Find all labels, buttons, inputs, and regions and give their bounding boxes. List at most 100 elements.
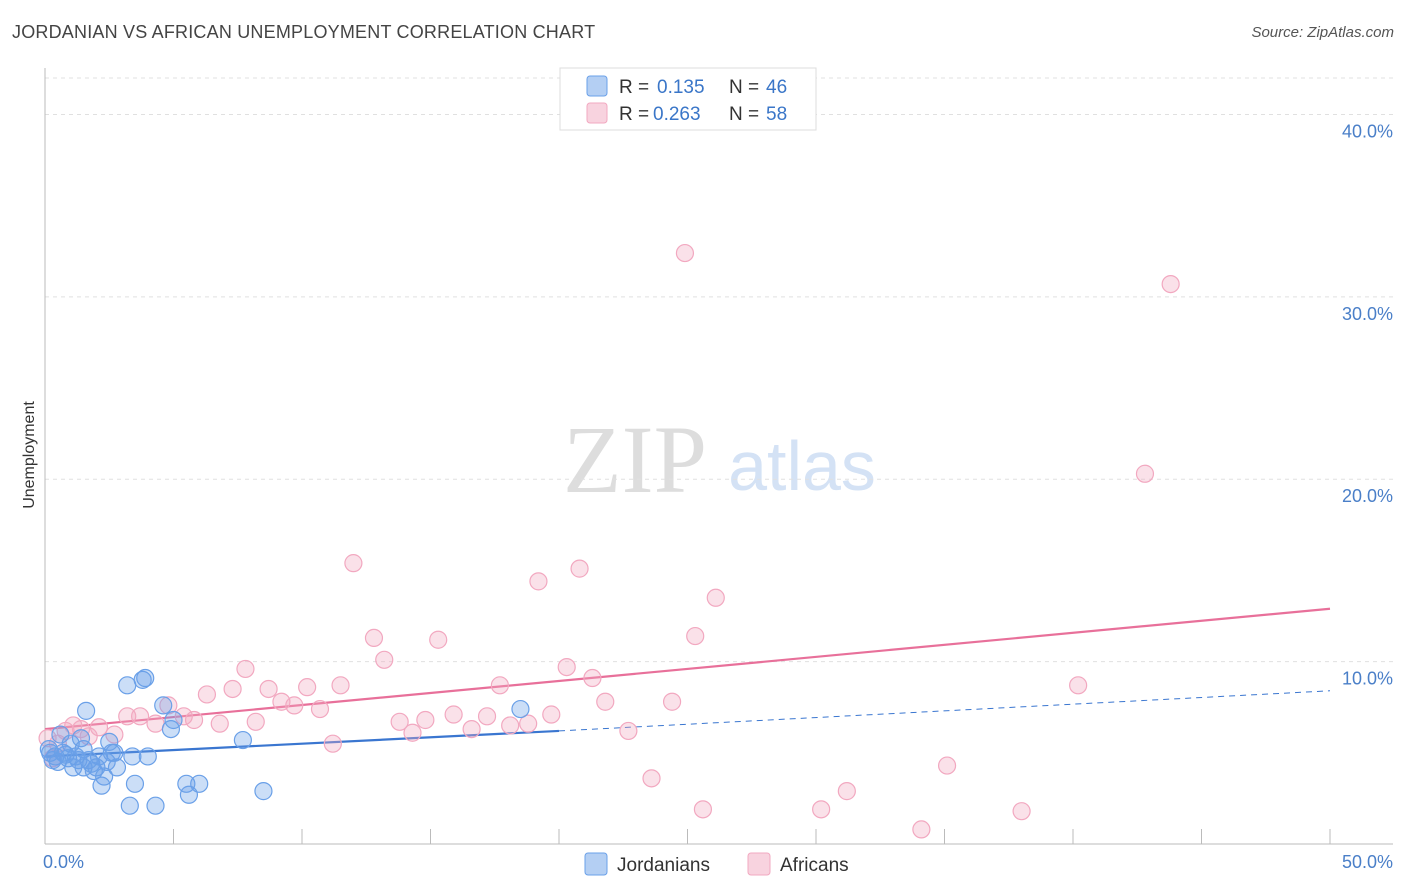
point-africans-10 (118, 707, 137, 726)
point-jordanians-36 (146, 796, 165, 815)
point-jordanians-28 (107, 758, 127, 777)
point-jordanians-31 (123, 747, 142, 766)
point-africans-61 (1161, 274, 1180, 294)
x-tick-max: 50.0% (1342, 852, 1393, 872)
legend-n-label-1: N = (729, 77, 759, 98)
series-legend-swatch-jordanians (584, 852, 608, 876)
point-africans-25 (310, 699, 330, 719)
point-jordanians-16 (77, 701, 96, 720)
y-tick-label-1: 10.0% (1342, 669, 1393, 689)
point-africans-19 (236, 659, 255, 679)
trend-line-extension-jordanians (558, 690, 1331, 732)
point-africans-33 (416, 710, 435, 730)
point-africans-52 (693, 800, 713, 819)
point-africans-53 (706, 588, 725, 607)
point-jordanians-42 (190, 774, 209, 793)
legend-r-label-1: R = (619, 77, 649, 98)
series-legend: Jordanians Africans (584, 852, 849, 876)
legend-n-value-1: 46 (766, 77, 787, 98)
point-africans-16 (197, 685, 217, 704)
legend-r-value-1: 0.135 (657, 77, 705, 98)
point-jordanians-20 (87, 758, 106, 777)
point-jordanians-25 (100, 732, 119, 751)
point-africans-42 (542, 705, 561, 724)
point-jordanians-39 (164, 710, 183, 730)
point-jordanians-27 (105, 743, 124, 762)
point-africans-48 (642, 769, 661, 788)
point-jordanians-5 (51, 725, 70, 744)
point-jordanians-24 (97, 752, 116, 772)
axes (44, 68, 1393, 845)
y-tick-label-3: 30.0% (1342, 304, 1393, 324)
point-africans-20 (246, 712, 265, 731)
data-points (38, 243, 1180, 839)
point-africans-35 (444, 705, 463, 724)
point-africans-18 (223, 679, 242, 699)
y-tick-label-2: 20.0% (1342, 486, 1393, 506)
point-jordanians-44 (254, 782, 273, 801)
point-africans-11 (130, 707, 150, 726)
point-africans-54 (812, 800, 831, 819)
series-legend-swatch-africans (747, 852, 771, 876)
point-jordanians-34 (136, 668, 155, 688)
point-africans-60 (1135, 464, 1155, 483)
source-label: Source: ZipAtlas.com (1251, 24, 1394, 41)
point-africans-29 (364, 628, 384, 648)
point-africans-21 (259, 679, 278, 699)
point-africans-37 (477, 707, 497, 726)
watermark-atlas: atlas (728, 427, 876, 505)
trend-line-jordanians (44, 729, 560, 758)
point-africans-31 (390, 712, 409, 731)
point-jordanians-37 (154, 696, 173, 715)
legend-r-label-2: R = (619, 104, 649, 125)
point-africans-57 (937, 756, 957, 775)
point-jordanians-32 (125, 774, 145, 793)
point-africans-28 (344, 554, 363, 573)
point-africans-27 (331, 676, 350, 695)
point-africans-56 (912, 820, 931, 839)
point-africans-14 (174, 707, 193, 726)
gridlines (45, 77, 1393, 663)
point-africans-12 (146, 714, 165, 733)
point-africans-39 (501, 716, 520, 735)
y-axis-label: Unemployment (21, 401, 38, 509)
point-africans-30 (375, 650, 394, 669)
point-africans-43 (557, 657, 576, 677)
x-tick-min: 0.0% (43, 852, 84, 872)
point-africans-34 (429, 630, 448, 649)
point-africans-47 (619, 721, 638, 741)
point-africans-46 (596, 692, 615, 711)
legend-n-label-2: N = (729, 104, 759, 125)
point-jordanians-35 (138, 747, 157, 766)
legend-r-value-2: 0.263 (653, 104, 701, 125)
point-jordanians-23 (95, 767, 114, 786)
chart-title: JORDANIAN VS AFRICAN UNEMPLOYMENT CORREL… (12, 22, 596, 42)
y-tick-labels: 10.0% 20.0% 30.0% 40.0% (1342, 121, 1393, 688)
point-africans-44 (570, 559, 589, 578)
point-africans-50 (675, 243, 695, 263)
point-jordanians-30 (120, 796, 139, 815)
series-legend-label-jordanians: Jordanians (617, 855, 710, 876)
legend-n-value-2: 58 (766, 104, 787, 125)
point-africans-38 (490, 676, 509, 695)
point-africans-55 (837, 782, 856, 801)
watermark-zip: ZIP (563, 406, 707, 513)
point-africans-58 (1012, 802, 1031, 821)
point-jordanians-14 (74, 740, 93, 759)
legend-swatch-africans (586, 102, 608, 124)
point-jordanians-29 (118, 676, 137, 695)
point-africans-26 (323, 734, 342, 753)
point-africans-17 (210, 714, 229, 733)
y-tick-label-4: 40.0% (1342, 121, 1393, 141)
legend: R = 0.135 N = 46 R = 0.263 N = 58 (559, 67, 817, 131)
point-africans-45 (583, 668, 602, 688)
point-africans-49 (662, 692, 682, 711)
point-africans-23 (285, 696, 304, 715)
point-africans-59 (1069, 676, 1088, 695)
trend-lines (44, 607, 1331, 758)
point-africans-6 (71, 719, 91, 739)
point-jordanians-45 (511, 699, 530, 719)
legend-swatch-jordanians (586, 75, 608, 97)
point-africans-40 (519, 714, 538, 733)
